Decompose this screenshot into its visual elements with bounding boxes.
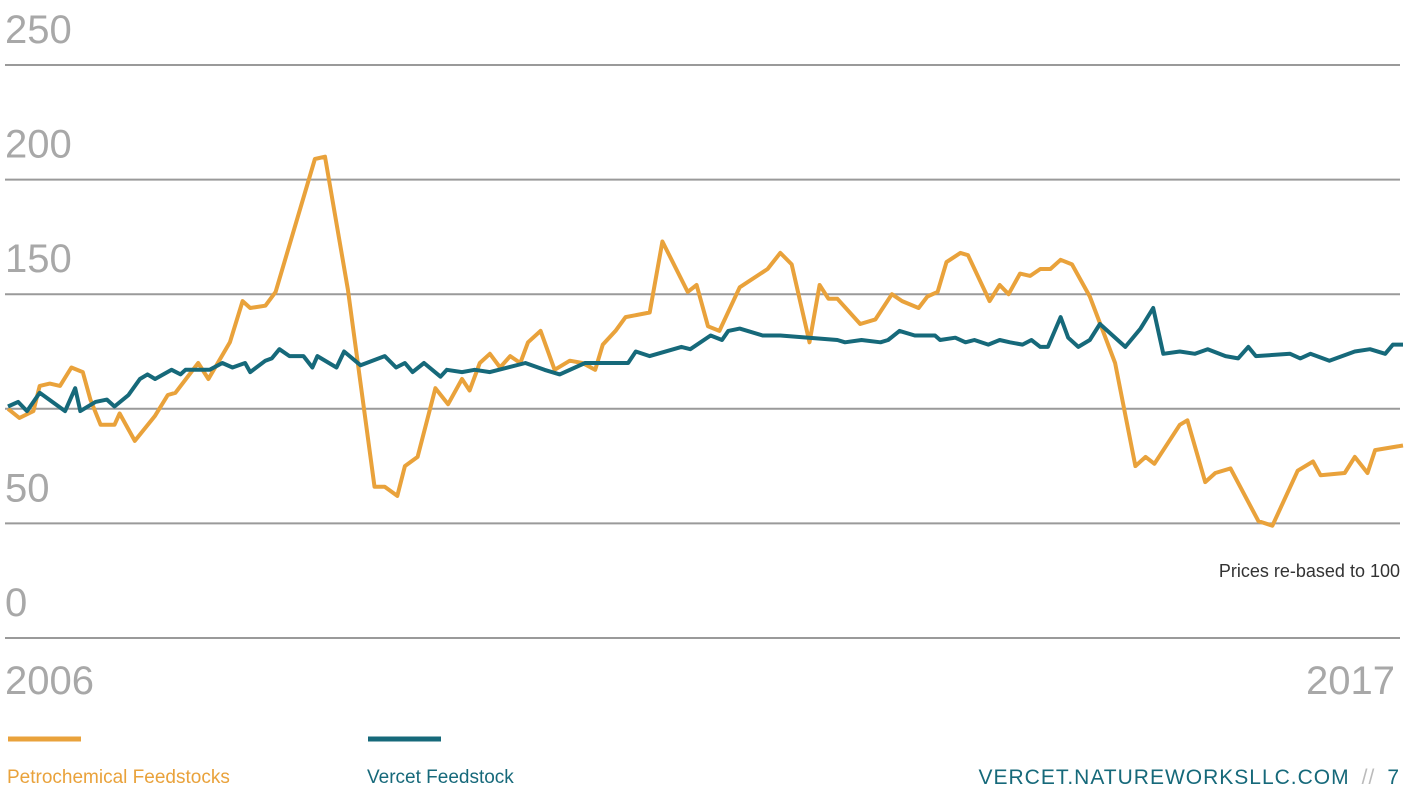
- series-line: [7, 306, 1403, 414]
- y-tick-label: 50: [5, 466, 50, 510]
- y-tick-label: 250: [5, 8, 72, 52]
- footer: VERCET.NATUREWORKSLLC.COM // 7: [978, 766, 1400, 785]
- legend-label: Petrochemical Feedstocks: [7, 767, 230, 785]
- x-tick-label: 2006: [5, 659, 94, 703]
- legend-label: Vercet Feedstock: [367, 767, 514, 785]
- y-tick-label: 200: [5, 123, 72, 167]
- x-tick-label: 2017: [1306, 659, 1395, 703]
- footer-page: 7: [1387, 766, 1400, 785]
- annotation: Prices re-based to 100: [1219, 561, 1400, 581]
- series-line: [6, 154, 1404, 528]
- footer-site: VERCET.NATUREWORKSLLC.COM: [978, 766, 1349, 785]
- footer-separator: //: [1362, 766, 1376, 785]
- y-tick-label: 0: [5, 581, 27, 625]
- y-tick-label: 150: [5, 237, 72, 281]
